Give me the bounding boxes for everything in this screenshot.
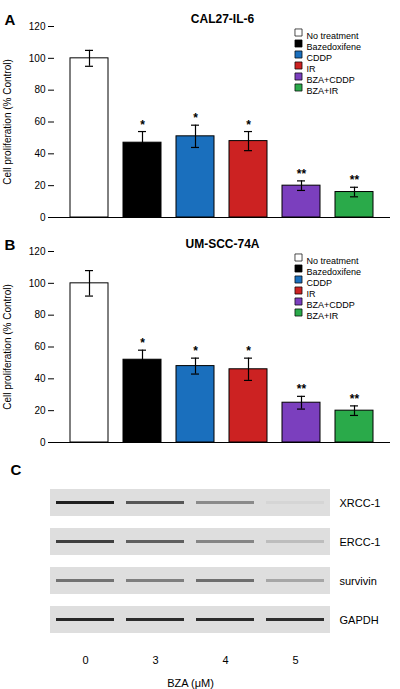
svg-text:B: B <box>5 236 16 253</box>
svg-text:No treatment: No treatment <box>307 31 360 41</box>
svg-text:0: 0 <box>40 212 46 223</box>
svg-text:survivin: survivin <box>340 575 377 587</box>
svg-text:Bazedoxifene: Bazedoxifene <box>307 267 362 277</box>
svg-text:5: 5 <box>292 654 298 666</box>
svg-text:*: * <box>246 344 251 358</box>
svg-text:100: 100 <box>29 53 46 64</box>
svg-text:120: 120 <box>29 246 46 257</box>
svg-text:ERCC-1: ERCC-1 <box>340 536 381 548</box>
svg-text:BZA (μM): BZA (μM) <box>167 677 214 689</box>
svg-text:0: 0 <box>82 654 88 666</box>
svg-text:A: A <box>5 11 16 28</box>
svg-text:**: ** <box>350 173 360 187</box>
svg-text:80: 80 <box>34 309 46 320</box>
svg-text:CAL27-IL-6: CAL27-IL-6 <box>191 12 255 26</box>
svg-text:0: 0 <box>40 437 46 448</box>
svg-text:CDDP: CDDP <box>307 278 333 288</box>
svg-text:120: 120 <box>29 21 46 32</box>
svg-text:C: C <box>11 461 22 478</box>
svg-text:100: 100 <box>29 278 46 289</box>
svg-text:No treatment: No treatment <box>307 256 360 266</box>
svg-text:CDDP: CDDP <box>307 53 333 63</box>
svg-text:*: * <box>140 118 145 132</box>
svg-text:4: 4 <box>222 654 228 666</box>
svg-text:Bazedoxifene: Bazedoxifene <box>307 42 362 52</box>
svg-text:60: 60 <box>34 341 46 352</box>
svg-text:GAPDH: GAPDH <box>340 614 379 626</box>
svg-text:BZA+CDDP: BZA+CDDP <box>307 300 355 310</box>
svg-text:40: 40 <box>34 373 46 384</box>
svg-text:*: * <box>140 336 145 350</box>
svg-text:*: * <box>246 118 251 132</box>
svg-text:IR: IR <box>307 289 317 299</box>
svg-text:BZA+IR: BZA+IR <box>307 311 339 321</box>
svg-text:Cell proliferation (% Control): Cell proliferation (% Control) <box>2 59 13 185</box>
svg-text:60: 60 <box>34 116 46 127</box>
svg-text:XRCC-1: XRCC-1 <box>340 497 381 509</box>
svg-text:BZA+CDDP: BZA+CDDP <box>307 75 355 85</box>
svg-text:*: * <box>193 111 198 125</box>
svg-text:UM-SCC-74A: UM-SCC-74A <box>185 237 259 251</box>
svg-text:**: ** <box>297 167 307 181</box>
svg-text:20: 20 <box>34 180 46 191</box>
svg-text:40: 40 <box>34 148 46 159</box>
svg-text:IR: IR <box>307 64 317 74</box>
svg-text:BZA+IR: BZA+IR <box>307 86 339 96</box>
svg-text:**: ** <box>350 392 360 406</box>
svg-text:Cell proliferation (% Control): Cell proliferation (% Control) <box>2 284 13 410</box>
svg-text:80: 80 <box>34 84 46 95</box>
svg-text:**: ** <box>297 382 307 396</box>
svg-text:20: 20 <box>34 405 46 416</box>
svg-text:*: * <box>193 344 198 358</box>
svg-text:3: 3 <box>152 654 158 666</box>
